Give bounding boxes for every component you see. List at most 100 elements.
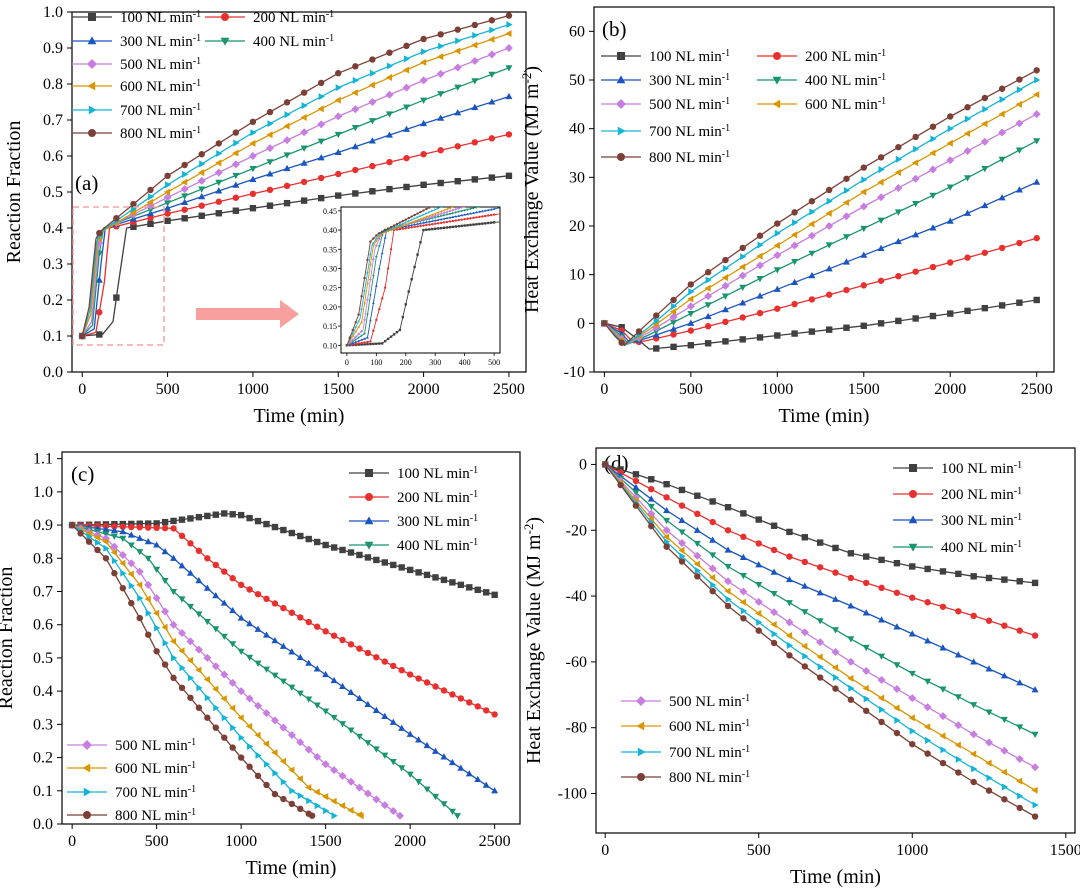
inset-data-point	[375, 284, 378, 287]
series-300	[600, 178, 1041, 344]
inset-data-point	[434, 227, 437, 230]
chart-panel-b: 0 500 1000 1500 2000 2500 -10 0 10 20 30 40 50 60 Time…	[519, 6, 1055, 427]
inset-data-point	[454, 225, 458, 228]
inset-data-point	[460, 224, 463, 228]
data-point	[152, 594, 161, 603]
data-point	[724, 563, 732, 571]
inset-data-point	[366, 258, 369, 262]
data-point	[246, 514, 253, 522]
data-point	[415, 675, 422, 682]
data-point	[300, 128, 309, 137]
data-point	[381, 752, 389, 759]
inset-data-point	[475, 223, 478, 226]
data-point	[722, 256, 729, 264]
legend-item-100: 100 NL min-1	[893, 460, 1022, 477]
data-point	[770, 522, 778, 529]
inset-data-point	[360, 338, 363, 341]
data-point	[756, 261, 765, 270]
legend-label: 300 NL min-1	[397, 513, 478, 531]
legend-item-100: 100 NL min-1	[72, 9, 201, 26]
inset-data-point	[404, 218, 407, 221]
data-point	[928, 165, 937, 174]
legend-label: 500 NL min-1	[120, 56, 201, 74]
inset-data-point	[360, 334, 363, 338]
data-point	[756, 309, 764, 317]
data-point	[985, 617, 993, 624]
data-point	[687, 342, 695, 349]
data-point	[356, 551, 363, 559]
legend-label: 600 NL min-1	[115, 760, 196, 778]
data-point	[305, 783, 312, 791]
inset-data-point	[470, 193, 472, 196]
data-point	[808, 197, 816, 205]
series-800	[601, 67, 1040, 347]
data-point	[147, 220, 154, 227]
data-point	[678, 516, 686, 523]
data-point	[403, 125, 411, 132]
data-point	[740, 607, 748, 615]
inset-data-point	[357, 336, 360, 340]
data-point	[1001, 576, 1008, 583]
data-point	[245, 694, 254, 703]
data-point	[237, 614, 245, 621]
legend-label: 600 NL min-1	[669, 718, 750, 736]
data-point	[471, 41, 478, 49]
data-point	[186, 656, 194, 664]
legend-label: 200 NL min-1	[397, 489, 478, 507]
data-point	[482, 589, 490, 596]
legend-item-700: 700 NL min-1	[67, 784, 196, 801]
inset-data-point	[469, 185, 471, 187]
legend-item-500: 500 NL min-1	[621, 693, 750, 710]
inset-data-point	[445, 213, 449, 217]
data-point	[113, 214, 120, 222]
data-point	[985, 574, 993, 582]
data-point	[709, 552, 717, 559]
data-point	[964, 175, 972, 182]
legend-marker	[617, 153, 625, 161]
inset-data-point	[446, 197, 448, 199]
legend-label-superscript: -1	[326, 9, 334, 20]
data-point	[279, 678, 287, 685]
data-point	[826, 197, 833, 205]
data-point	[402, 66, 410, 74]
data-point	[246, 763, 253, 770]
data-point	[923, 703, 932, 712]
inset-data-point	[372, 342, 375, 346]
data-point	[352, 63, 359, 70]
legend-marker	[909, 490, 917, 498]
data-point	[710, 581, 717, 589]
data-point	[403, 55, 411, 63]
data-point	[330, 676, 338, 684]
inset-data-point	[487, 193, 489, 196]
inset-data-point	[383, 339, 387, 343]
data-point	[385, 74, 393, 82]
data-point	[704, 292, 713, 301]
legend-label-superscript: -1	[470, 465, 478, 476]
data-point	[118, 550, 127, 559]
inset-data-point	[431, 227, 434, 231]
data-point	[709, 498, 716, 505]
x-tick-label: 1000	[761, 381, 793, 398]
series-100	[79, 172, 513, 340]
inset-data-point	[431, 207, 433, 208]
data-point	[911, 159, 919, 167]
data-point	[313, 623, 321, 630]
data-point	[103, 544, 110, 552]
data-point	[304, 745, 313, 754]
inset-data-point	[472, 198, 474, 201]
data-point	[648, 485, 655, 493]
data-point	[693, 526, 701, 533]
series-400	[601, 461, 1039, 738]
y-tick-label: 0.0	[33, 816, 53, 833]
data-point	[164, 172, 171, 179]
data-point	[186, 569, 194, 576]
data-point	[95, 276, 103, 283]
data-point	[670, 296, 677, 304]
inset-data-point	[475, 207, 478, 209]
data-point	[831, 664, 839, 672]
inset-data-point	[478, 189, 480, 192]
data-point	[842, 258, 851, 265]
data-point	[229, 511, 236, 518]
data-point	[313, 702, 321, 709]
data-point	[164, 204, 172, 211]
